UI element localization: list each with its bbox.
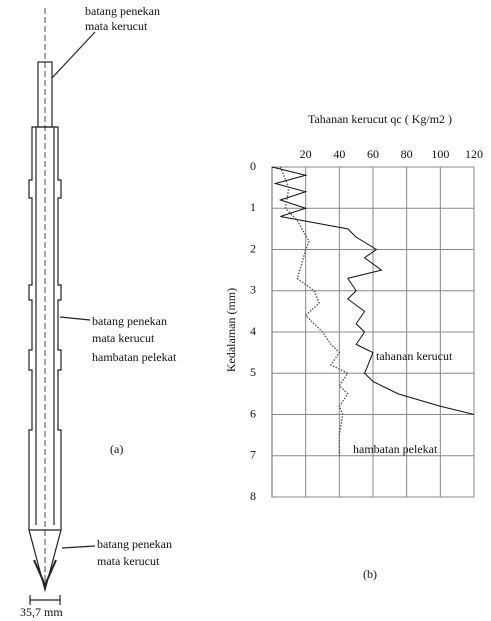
x-tick-label: 40 bbox=[333, 147, 345, 161]
y-tick-label: 7 bbox=[250, 448, 256, 462]
label-line: mata kerucut bbox=[92, 331, 155, 345]
line bbox=[271, 166, 475, 415]
label-line: batang penekan bbox=[92, 314, 167, 328]
chart-title: Tahanan kerucut qc ( Kg/m2 ) bbox=[308, 112, 452, 126]
probe bbox=[28, 8, 96, 605]
x-tick-label: 120 bbox=[465, 147, 483, 161]
label-line: batang penekan bbox=[97, 537, 172, 551]
y-tick-label: 5 bbox=[250, 365, 256, 379]
y-tick-label: 1 bbox=[250, 200, 256, 214]
y-tick-label: 3 bbox=[250, 283, 256, 297]
x-tick-label: 60 bbox=[367, 147, 379, 161]
label-line: hambatan pelekat bbox=[92, 350, 177, 364]
annotation: tahanan kerucut bbox=[376, 349, 453, 363]
y-axis-label: Kedalaman (mm) bbox=[224, 288, 238, 372]
y-tick-label: 0 bbox=[250, 159, 256, 173]
label-line: batang penekan bbox=[85, 4, 160, 18]
line bbox=[279, 166, 349, 456]
y-tick-label: 6 bbox=[250, 406, 256, 420]
caption: (b) bbox=[363, 567, 377, 581]
y-tick-label: 4 bbox=[250, 324, 256, 338]
annotation: hambatan pelekat bbox=[353, 442, 438, 456]
caption: (a) bbox=[110, 442, 123, 456]
y-tick-label: 8 bbox=[250, 489, 256, 503]
label-line: mata kerucut bbox=[85, 19, 148, 33]
x-tick-label: 20 bbox=[300, 147, 312, 161]
dimension: 35,7 mm bbox=[20, 605, 63, 619]
x-tick-label: 100 bbox=[431, 147, 449, 161]
label-line: mata kerucut bbox=[97, 554, 160, 568]
y-tick-label: 2 bbox=[250, 241, 256, 255]
x-tick-label: 80 bbox=[401, 147, 413, 161]
